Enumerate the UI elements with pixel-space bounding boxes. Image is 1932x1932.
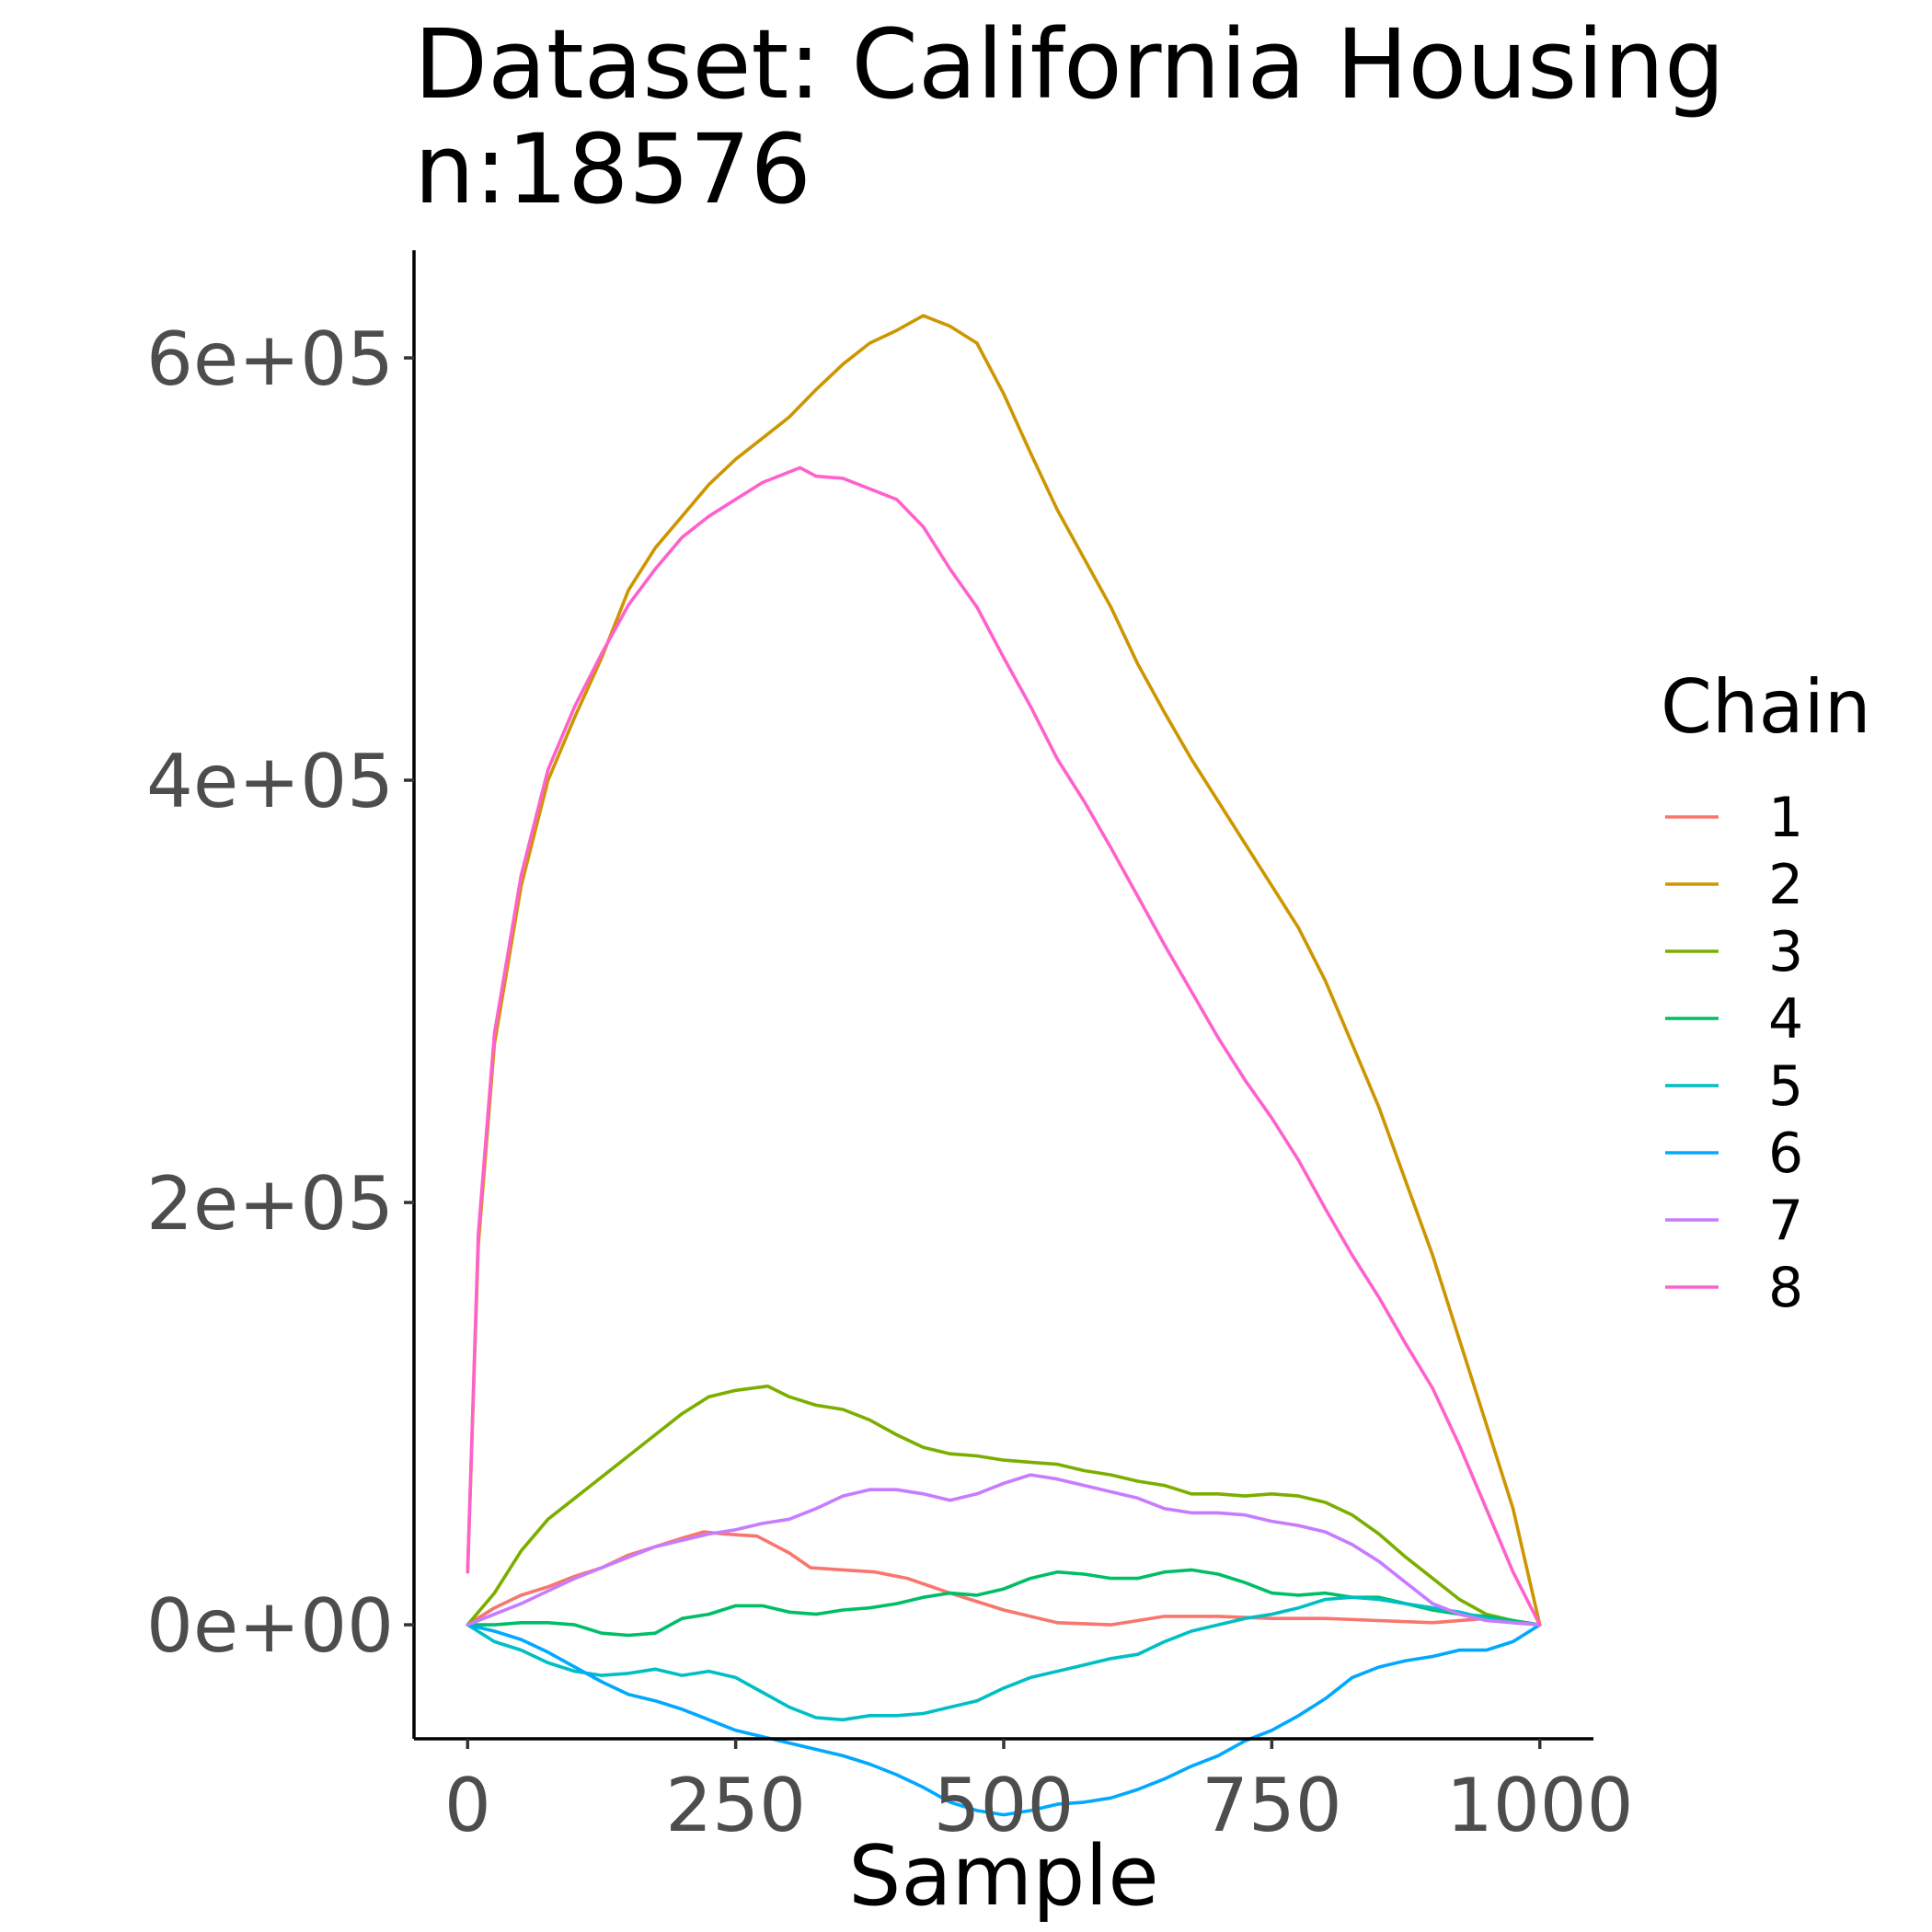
legend-label-chain-4: 4	[1768, 987, 1803, 1052]
series-line-chain-3	[466, 1384, 1542, 1627]
series-line-chain-2	[466, 314, 1542, 1627]
chart-subtitle: n:18576	[414, 113, 811, 225]
chart-title: Dataset: California Housing	[414, 8, 1725, 121]
x-tick-label: 1000	[1446, 1763, 1634, 1848]
legend-label-chain-7: 7	[1768, 1189, 1803, 1253]
legend-label-chain-8: 8	[1768, 1256, 1803, 1320]
legend-label-chain-2: 2	[1768, 853, 1803, 917]
x-tick-label: 750	[1202, 1763, 1342, 1848]
series-line-chain-1	[466, 1530, 1542, 1627]
y-tick-label: 2e+05	[146, 1161, 394, 1247]
series-line-chain-8	[466, 466, 1542, 1627]
x-tick-label: 0	[444, 1763, 491, 1848]
legend-label-chain-1: 1	[1768, 786, 1803, 850]
series-group	[466, 314, 1542, 1817]
x-tick-label: 500	[934, 1763, 1075, 1848]
legend-label-chain-6: 6	[1768, 1121, 1803, 1186]
legend-label-chain-5: 5	[1768, 1054, 1803, 1119]
plot-area: 0e+00 2e+05 4e+05 6e+05 0 250 500 750 1000	[146, 250, 1634, 1848]
y-axis-ticks: 0e+00 2e+05 4e+05 6e+05	[146, 316, 414, 1669]
x-tick-label: 250	[665, 1763, 806, 1848]
y-tick-label: 4e+05	[146, 739, 394, 824]
series-line-chain-6	[466, 1623, 1542, 1817]
y-tick-label: 0e+00	[146, 1583, 394, 1669]
x-axis-ticks: 0 250 500 750 1000	[444, 1739, 1634, 1848]
y-tick-label: 6e+05	[146, 316, 394, 402]
legend-title: Chain	[1661, 664, 1871, 750]
x-axis-title: Sample	[848, 1828, 1158, 1925]
series-line-chain-5	[466, 1595, 1542, 1722]
legend-label-chain-3: 3	[1768, 920, 1803, 984]
series-line-chain-7	[466, 1473, 1542, 1627]
series-line-chain-4	[466, 1568, 1542, 1638]
